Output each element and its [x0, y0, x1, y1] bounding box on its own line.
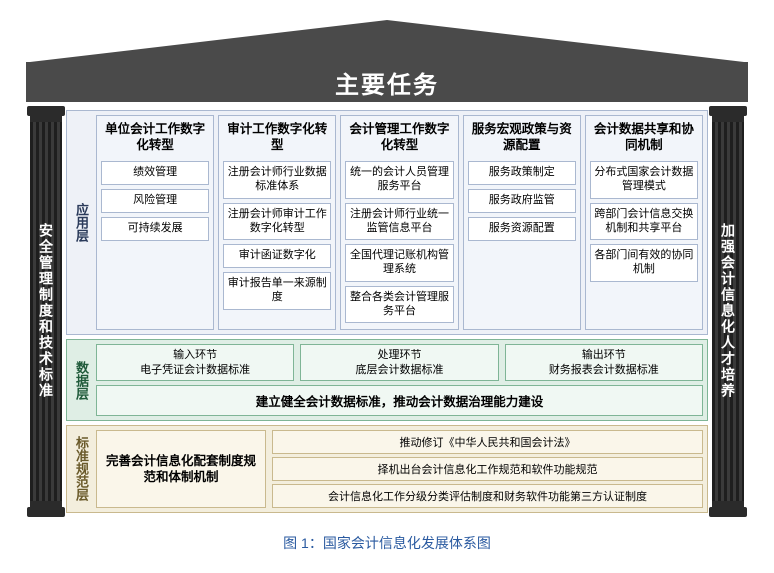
app-col-header: 单位会计工作数字化转型	[97, 116, 213, 159]
app-item: 跨部门会计信息交换机制和共享平台	[590, 203, 698, 241]
std-item: 择机出台会计信息化工作规范和软件功能规范	[272, 457, 703, 481]
layer-data: 数据层 输入环节 电子凭证会计数据标准 处理环节 底层会计数据标准 输出环节	[66, 339, 708, 421]
app-col-4: 会计数据共享和协同机制 分布式国家会计数据管理模式 跨部门会计信息交换机制和共享…	[585, 115, 703, 330]
data-stage-line1: 输出环节	[510, 348, 698, 362]
app-item: 风险管理	[101, 189, 209, 213]
center-layers: 应用层 单位会计工作数字化转型 绩效管理 风险管理 可持续发展 审	[62, 106, 712, 517]
app-col-header: 服务宏观政策与资源配置	[464, 116, 580, 159]
pillar-left: 安全管理制度和技术标准	[30, 106, 62, 517]
app-item: 注册会计师行业统一监管信息平台	[345, 203, 453, 241]
app-col-header: 审计工作数字化转型	[219, 116, 335, 159]
app-col-header: 会计管理工作数字化转型	[341, 116, 457, 159]
app-col-0: 单位会计工作数字化转型 绩效管理 风险管理 可持续发展	[96, 115, 214, 330]
app-col-1: 审计工作数字化转型 注册会计师行业数据标准体系 注册会计师审计工作数字化转型 审…	[218, 115, 336, 330]
diagram-body: 安全管理制度和技术标准 应用层 单位会计工作数字化转型 绩效管理 风险管理 可持…	[30, 106, 744, 517]
app-item: 可持续发展	[101, 217, 209, 241]
data-banner: 建立健全会计数据标准，推动会计数据治理能力建设	[96, 385, 703, 416]
architecture-diagram: 主要任务 安全管理制度和技术标准 应用层 单位会计工作数字化转型 绩效管理	[30, 20, 744, 553]
app-col-2: 会计管理工作数字化转型 统一的会计人员管理服务平台 注册会计师行业统一监管信息平…	[340, 115, 458, 330]
pillar-right-label: 加强会计信息化人才培养	[718, 223, 738, 399]
data-stage-2: 输出环节 财务报表会计数据标准	[505, 344, 703, 381]
app-item: 服务政府监管	[468, 189, 576, 213]
app-col-3: 服务宏观政策与资源配置 服务政策制定 服务政府监管 服务资源配置	[463, 115, 581, 330]
data-stage-line1: 处理环节	[305, 348, 493, 362]
data-stage-line1: 输入环节	[101, 348, 289, 362]
layer-standard-label: 标准规范层	[71, 430, 92, 508]
roof-triangle	[30, 20, 744, 62]
data-row-stages: 输入环节 电子凭证会计数据标准 处理环节 底层会计数据标准 输出环节 财务报表会…	[96, 344, 703, 381]
roof: 主要任务	[30, 20, 744, 102]
std-left-box: 完善会计信息化配套制度规范和体制机制	[96, 430, 266, 508]
data-stage-line2: 财务报表会计数据标准	[510, 363, 698, 377]
data-stage-0: 输入环节 电子凭证会计数据标准	[96, 344, 294, 381]
data-stage-line2: 电子凭证会计数据标准	[101, 363, 289, 377]
data-stage-line2: 底层会计数据标准	[305, 363, 493, 377]
layer-data-label: 数据层	[71, 344, 92, 416]
app-item: 注册会计师审计工作数字化转型	[223, 203, 331, 241]
app-item: 审计报告单一来源制度	[223, 272, 331, 310]
std-item: 会计信息化工作分级分类评估制度和财务软件功能第三方认证制度	[272, 484, 703, 508]
app-item: 全国代理记账机构管理系统	[345, 244, 453, 282]
app-col-header: 会计数据共享和协同机制	[586, 116, 702, 159]
roof-title: 主要任务	[26, 62, 748, 102]
std-item: 推动修订《中华人民共和国会计法》	[272, 430, 703, 454]
app-item: 注册会计师行业数据标准体系	[223, 161, 331, 199]
application-columns: 单位会计工作数字化转型 绩效管理 风险管理 可持续发展 审计工作数字化转型 注册…	[96, 115, 703, 330]
app-item: 整合各类会计管理服务平台	[345, 286, 453, 324]
app-item: 各部门间有效的协同机制	[590, 244, 698, 282]
app-item: 分布式国家会计数据管理模式	[590, 161, 698, 199]
data-stage-1: 处理环节 底层会计数据标准	[300, 344, 498, 381]
layer-application: 应用层 单位会计工作数字化转型 绩效管理 风险管理 可持续发展 审	[66, 110, 708, 335]
layer-application-label: 应用层	[71, 115, 92, 330]
app-item: 服务政策制定	[468, 161, 576, 185]
app-item: 服务资源配置	[468, 217, 576, 241]
app-item: 统一的会计人员管理服务平台	[345, 161, 453, 199]
figure-caption: 图 1：国家会计信息化发展体系图	[30, 533, 744, 553]
app-item: 绩效管理	[101, 161, 209, 185]
app-item: 审计函证数字化	[223, 244, 331, 268]
std-right-list: 推动修订《中华人民共和国会计法》 择机出台会计信息化工作规范和软件功能规范 会计…	[272, 430, 703, 508]
pillar-right: 加强会计信息化人才培养	[712, 106, 744, 517]
layer-standard: 标准规范层 完善会计信息化配套制度规范和体制机制 推动修订《中华人民共和国会计法…	[66, 425, 708, 513]
pillar-left-label: 安全管理制度和技术标准	[36, 223, 56, 399]
